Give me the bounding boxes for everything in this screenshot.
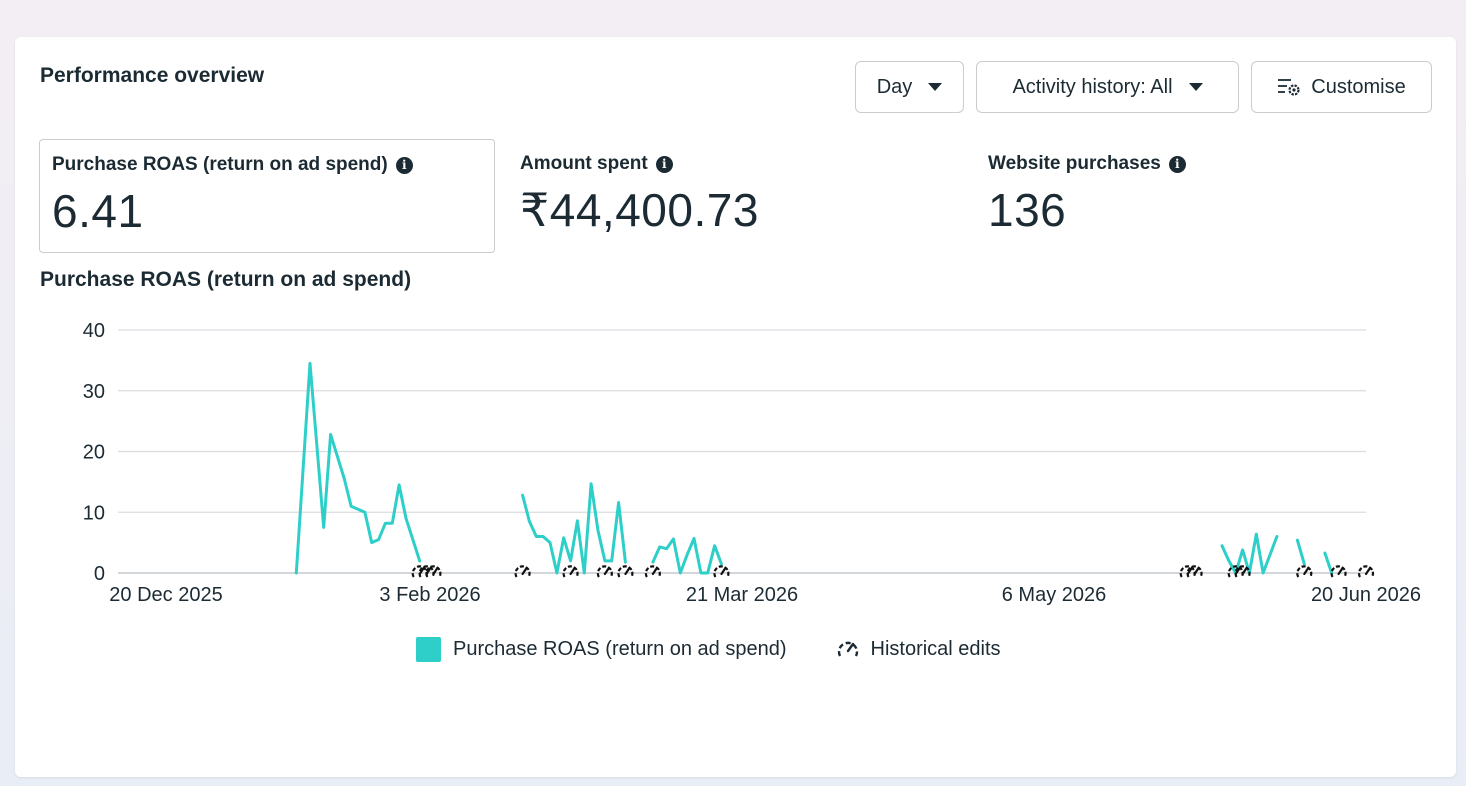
historical-edit-icon [562,565,579,578]
metric-label: Amount spent [520,153,648,174]
historical-edit-needle [521,566,528,576]
metric-value: ₹44,400.73 [520,184,759,236]
historical-edit-marker [644,565,661,578]
legend-item-roas[interactable]: Purchase ROAS (return on ad spend) [416,636,787,662]
historical-edit-marker [617,565,634,578]
historical-edit-needle [1193,566,1200,576]
legend-item-historical-edits[interactable]: Historical edits [835,636,1001,662]
historical-edit-needle [1337,566,1344,576]
series-line-segment [521,482,627,575]
day-dropdown[interactable]: Day [855,61,964,113]
historical-edit-icon [617,565,634,578]
historical-edit-marker [514,565,531,578]
metric-label: Purchase ROAS (return on ad spend) [52,154,388,175]
historical-edit-icon [713,565,730,578]
historical-edit-needle [1364,566,1372,576]
historical-edit-icon [1330,565,1347,578]
series-line-segment [651,536,723,575]
historical-edit-needle [432,566,439,576]
series-line-segment [1295,538,1306,566]
series-line-segment [294,361,422,575]
customise-icon [1278,79,1300,96]
series-line-segment [1220,532,1279,575]
historical-edit-marker [596,565,613,578]
metric-card-purchase-roas[interactable]: Purchase ROAS (return on ad spend) i 6.4… [39,139,495,253]
metric-value: 136 [988,184,1067,236]
historical-edit-needle [569,566,576,576]
day-dropdown-label: Day [876,75,913,98]
chart-title: Purchase ROAS (return on ad spend) [40,268,412,291]
metric-label-row: Amount spent i [520,153,936,175]
metric-label-row: Purchase ROAS (return on ad spend) i [52,154,482,176]
legend-label-roas: Purchase ROAS (return on ad spend) [453,637,787,660]
series-line-segment [1323,551,1334,575]
historical-edits-icon [837,641,858,657]
historical-edit-icon [1296,565,1313,578]
x-tick-label: 3 Feb 2026 [379,584,480,606]
historical-edit-needle [1303,566,1310,576]
info-icon[interactable]: i [395,156,413,174]
info-icon[interactable]: i [655,155,673,173]
info-icon[interactable]: i [1168,155,1186,173]
historical-edit-marker [1357,565,1375,578]
historical-edit-needle [1186,566,1193,576]
x-tick-label: 21 Mar 2026 [686,584,798,606]
x-tick-label: 20 Dec 2025 [109,584,222,606]
historical-edit-needle [418,566,425,576]
customise-button[interactable]: Customise [1251,61,1432,113]
historical-edit-needle [603,566,610,576]
historical-edit-marker [1234,565,1251,578]
historical-edit-icon [514,565,531,578]
historical-edit-marker [425,565,442,578]
metric-label-row: Website purchases i [988,153,1404,175]
chart-legend: Purchase ROAS (return on ad spend) Histo… [416,636,1049,662]
historical-edit-marker [1296,565,1313,578]
historical-edit-icon [596,565,613,578]
historical-edit-icon [644,565,661,578]
x-tick-label: 6 May 2026 [1002,584,1107,606]
caret-down-icon [1188,83,1203,91]
metric-card-amount-spent[interactable]: Amount spent i ₹44,400.73 [508,139,948,253]
metric-label: Website purchases [988,153,1161,174]
metric-card-website-purchases[interactable]: Website purchases i 136 [976,139,1416,253]
historical-edit-needle [425,566,432,576]
historical-edit-needle [720,566,727,576]
historical-edit-marker [1330,565,1347,578]
historical-edit-icon [1234,565,1251,578]
legend-swatch [416,636,441,662]
historical-edit-marker [562,565,579,578]
historical-edit-icon [425,565,442,578]
page-title: Performance overview [40,64,265,87]
historical-edit-needle [1234,566,1241,576]
metric-value: 6.41 [52,185,144,237]
y-tick-label: 0 [94,563,105,585]
y-tick-label: 40 [83,320,105,342]
historical-edit-icon [1357,565,1375,578]
activity-history-dropdown[interactable]: Activity history: All [976,61,1239,113]
y-tick-label: 10 [83,502,105,524]
performance-card [15,37,1456,777]
historical-edit-needle [1241,566,1248,576]
customise-label: Customise [1311,75,1406,98]
historical-edit-needle [651,566,658,576]
y-tick-label: 30 [83,381,105,403]
activity-history-label: Activity history: All [1012,75,1173,98]
x-tick-label: 20 Jun 2026 [1311,584,1421,606]
legend-label-historical-edits: Historical edits [870,637,1001,660]
historical-edit-marker [1186,565,1203,578]
historical-edit-icon [1186,565,1203,578]
caret-down-icon [928,83,943,91]
historical-edit-needle [624,566,631,576]
y-tick-label: 20 [83,442,105,464]
historical-edit-marker [713,565,730,578]
